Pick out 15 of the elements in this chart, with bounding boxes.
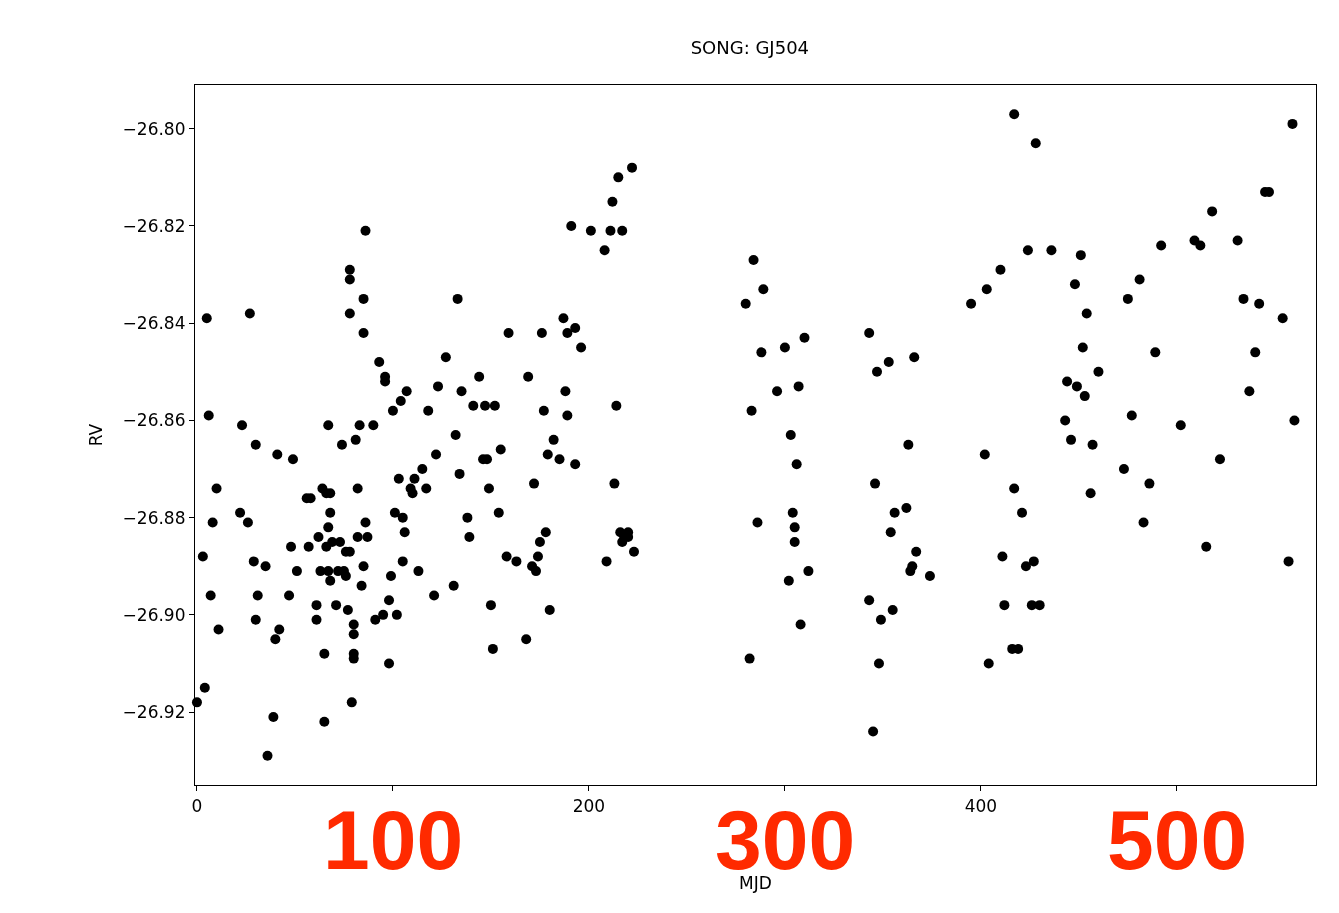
y-tick-label: −26.80 bbox=[122, 118, 186, 139]
y-tick-label: −26.82 bbox=[122, 215, 186, 236]
x-tick-label: 200 bbox=[572, 795, 606, 816]
text: 500 bbox=[1107, 793, 1248, 887]
y-tick-label: −26.86 bbox=[122, 410, 186, 431]
y-axis-title: RV bbox=[86, 423, 107, 447]
y-tick-label: −26.92 bbox=[122, 702, 186, 723]
x-axis-title: MJD bbox=[739, 872, 772, 893]
chart-title: SONG: GJ504 bbox=[690, 36, 810, 58]
x-tick-label: 0 bbox=[191, 795, 203, 816]
y-tick-label: −26.90 bbox=[122, 604, 186, 625]
text: 100 bbox=[323, 793, 464, 887]
x-tick-label: 400 bbox=[964, 795, 998, 816]
y-tick-label: −26.84 bbox=[122, 313, 186, 334]
y-tick-label: −26.88 bbox=[122, 507, 186, 528]
